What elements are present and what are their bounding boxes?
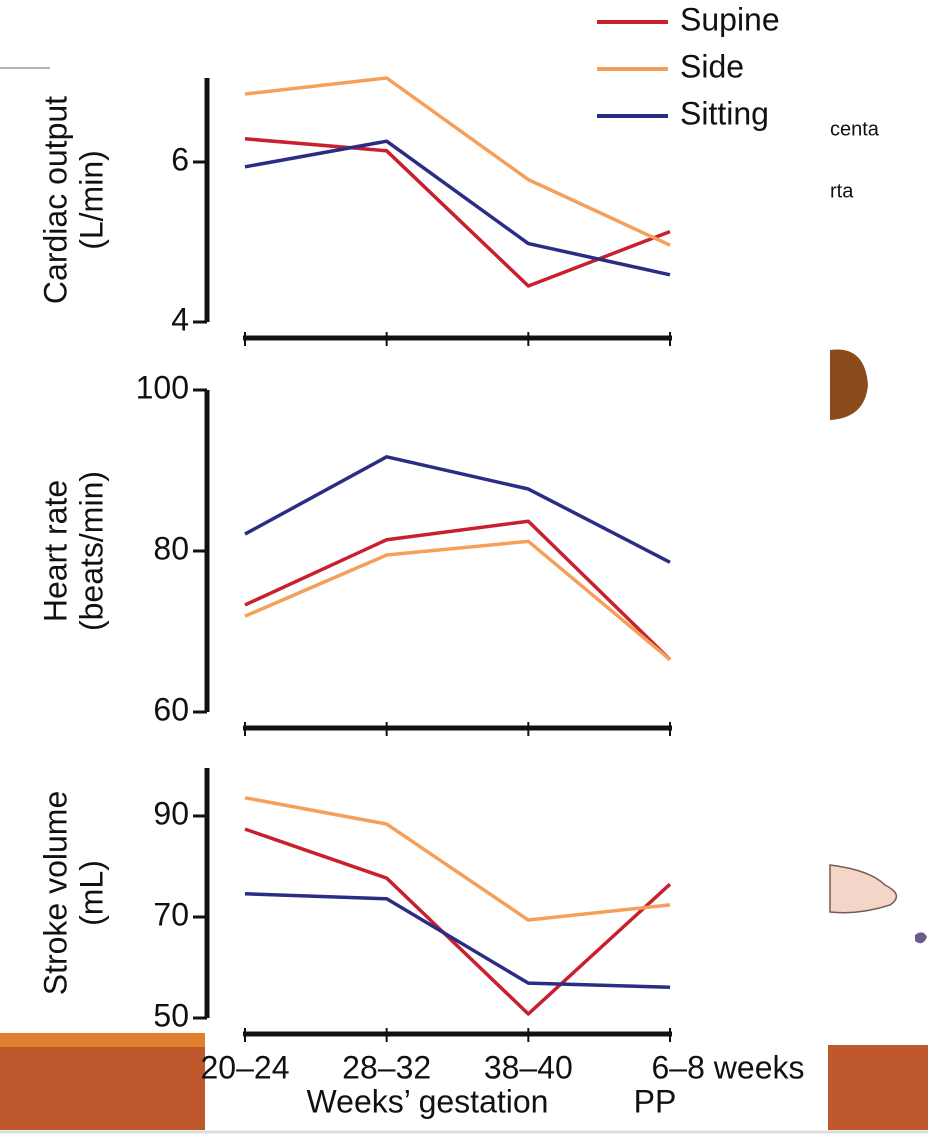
series-line	[245, 139, 670, 286]
clipart-hand	[830, 865, 896, 913]
background-label: centa	[830, 118, 880, 140]
y-axis-label: (mL)	[73, 860, 109, 926]
x-axis-label: Weeks’ gestation	[307, 1083, 549, 1119]
clipart-organ	[830, 349, 868, 420]
slide-bar	[828, 1045, 928, 1130]
y-tick-label: 60	[153, 691, 189, 727]
y-axis-label: (beats/min)	[73, 471, 109, 631]
x-tick-label: 6–8 weeks	[652, 1049, 805, 1085]
y-tick-label: 100	[136, 369, 189, 405]
y-tick-label: 80	[153, 530, 189, 566]
slide-bar	[0, 1033, 205, 1130]
clipart-icon	[915, 932, 927, 943]
legend: Supine Side Sitting	[597, 1, 780, 131]
x-tick-label: PP	[634, 1083, 677, 1119]
y-axis-label: (L/min)	[73, 150, 109, 250]
y-axis-label: Heart rate	[37, 480, 73, 622]
legend-label: Sitting	[680, 95, 769, 131]
legend-label: Supine	[680, 1, 780, 37]
legend-label: Side	[680, 48, 744, 84]
y-axis-label: Cardiac output	[37, 96, 73, 304]
x-tick-label: 28–32	[342, 1049, 431, 1085]
series-line	[245, 798, 670, 920]
y-axis-label: Stroke volume	[37, 791, 73, 996]
x-tick-label: 38–40	[484, 1049, 573, 1085]
y-tick-label: 70	[153, 896, 189, 932]
y-tick-label: 50	[153, 997, 189, 1033]
y-tick-label: 90	[153, 795, 189, 831]
y-tick-label: 4	[171, 301, 189, 337]
y-tick-label: 6	[171, 141, 189, 177]
x-tick-label: 20–24	[201, 1049, 290, 1085]
background-label: rta	[830, 180, 854, 202]
series-line	[245, 541, 670, 659]
page: centa rta 46Cardiac output(L/min)SupineS…	[0, 0, 928, 1144]
slide-bar-strip	[0, 1033, 205, 1047]
